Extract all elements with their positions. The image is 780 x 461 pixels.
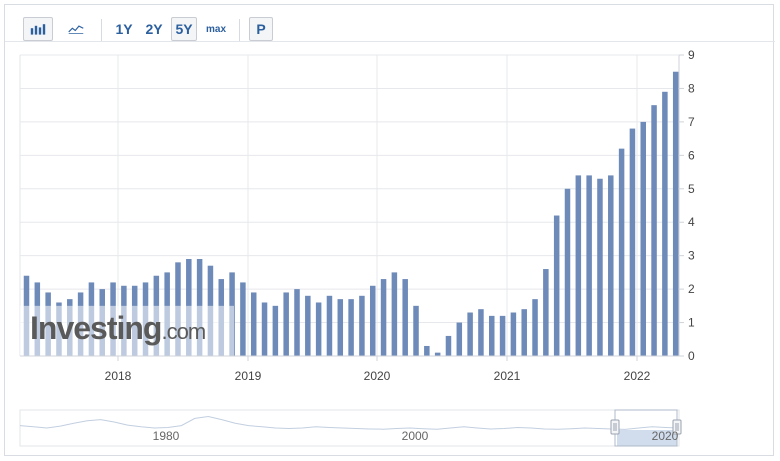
toolbar-divider: [5, 41, 775, 42]
bar: [402, 279, 408, 356]
bar: [608, 175, 614, 356]
y-tick-label: 7: [688, 115, 695, 129]
navigator-series: [19, 415, 680, 430]
bar: [543, 269, 549, 356]
bar: [618, 148, 625, 356]
range-max-button[interactable]: max: [201, 17, 231, 41]
y-tick-label: 0: [688, 349, 695, 363]
p-button[interactable]: P: [249, 17, 273, 41]
bar: [326, 295, 333, 356]
navigator-handle[interactable]: [672, 419, 682, 435]
bar: [337, 299, 344, 356]
bar: [651, 105, 657, 357]
line-chart-button[interactable]: [61, 17, 91, 41]
bar: [434, 352, 441, 356]
bar: [456, 322, 463, 356]
bar: [489, 315, 495, 356]
bar-chart-button[interactable]: [23, 17, 53, 41]
navigator-tick-label: 2020: [652, 429, 679, 443]
bar: [413, 305, 419, 356]
toolbar-separator: [239, 19, 240, 41]
bar: [369, 285, 376, 356]
y-tick-label: 6: [688, 148, 695, 162]
y-tick-label: 4: [688, 215, 695, 229]
x-tick-label: 2018: [105, 369, 132, 383]
bar: [662, 91, 668, 357]
bar: [672, 71, 679, 356]
y-tick-label: 8: [688, 81, 695, 95]
bar: [640, 121, 646, 356]
bar: [532, 299, 538, 356]
bar-chart-icon: [30, 24, 46, 35]
bar: [294, 289, 300, 356]
bar: [272, 305, 279, 356]
bar: [445, 335, 452, 356]
x-tick-label: 2022: [624, 369, 651, 383]
watermark-suffix: .com: [161, 319, 206, 344]
bar: [597, 178, 603, 356]
x-tick-label: 2019: [235, 369, 262, 383]
bar: [478, 309, 484, 356]
y-tick-label: 5: [688, 182, 695, 196]
investing-watermark: Investing.com: [30, 310, 206, 347]
bar: [348, 299, 354, 356]
bar: [499, 315, 506, 356]
navigator-handle[interactable]: [610, 419, 620, 435]
bar: [564, 188, 571, 356]
y-tick-label: 1: [688, 316, 695, 330]
bar: [391, 272, 398, 356]
bar: [283, 292, 289, 356]
bar: [467, 312, 473, 356]
bar: [261, 302, 268, 356]
navigator-tick-label: 2000: [402, 429, 429, 443]
bar: [586, 175, 592, 356]
bar: [315, 302, 322, 356]
bar: [575, 175, 582, 356]
bar: [629, 128, 636, 356]
line-chart-icon: [68, 25, 84, 34]
bar: [250, 292, 257, 356]
bar: [424, 345, 430, 356]
bar: [305, 295, 311, 356]
bar: [510, 312, 517, 356]
bar: [240, 282, 246, 356]
watermark-band: [20, 305, 234, 356]
chart-toolbar: 1Y 2Y 5Y max P: [23, 13, 763, 43]
y-tick-label: 9: [688, 48, 695, 62]
navigator-tick-label: 1980: [153, 429, 180, 443]
toolbar-separator: [101, 19, 102, 41]
x-tick-label: 2021: [494, 369, 521, 383]
bar: [359, 295, 365, 356]
range-5y-button[interactable]: 5Y: [171, 17, 197, 41]
y-tick-label: 2: [688, 282, 695, 296]
x-tick-label: 2020: [364, 369, 391, 383]
bar: [521, 309, 527, 356]
watermark-brand: Investing: [30, 310, 162, 346]
range-2y-button[interactable]: 2Y: [141, 17, 167, 41]
navigator-selection[interactable]: [617, 430, 677, 446]
bar: [380, 279, 387, 356]
bar: [553, 215, 560, 356]
range-1y-button[interactable]: 1Y: [111, 17, 137, 41]
y-tick-label: 3: [688, 249, 695, 263]
